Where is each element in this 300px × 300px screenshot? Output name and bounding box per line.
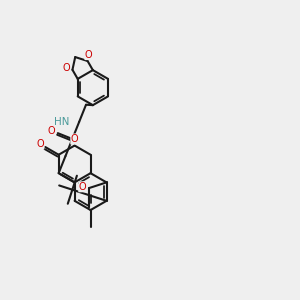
Text: O: O [79, 182, 86, 192]
Text: HN: HN [54, 117, 70, 127]
Text: O: O [85, 50, 92, 60]
Text: O: O [36, 139, 44, 149]
Text: O: O [48, 126, 56, 136]
Text: O: O [71, 134, 78, 144]
Text: O: O [62, 62, 70, 73]
